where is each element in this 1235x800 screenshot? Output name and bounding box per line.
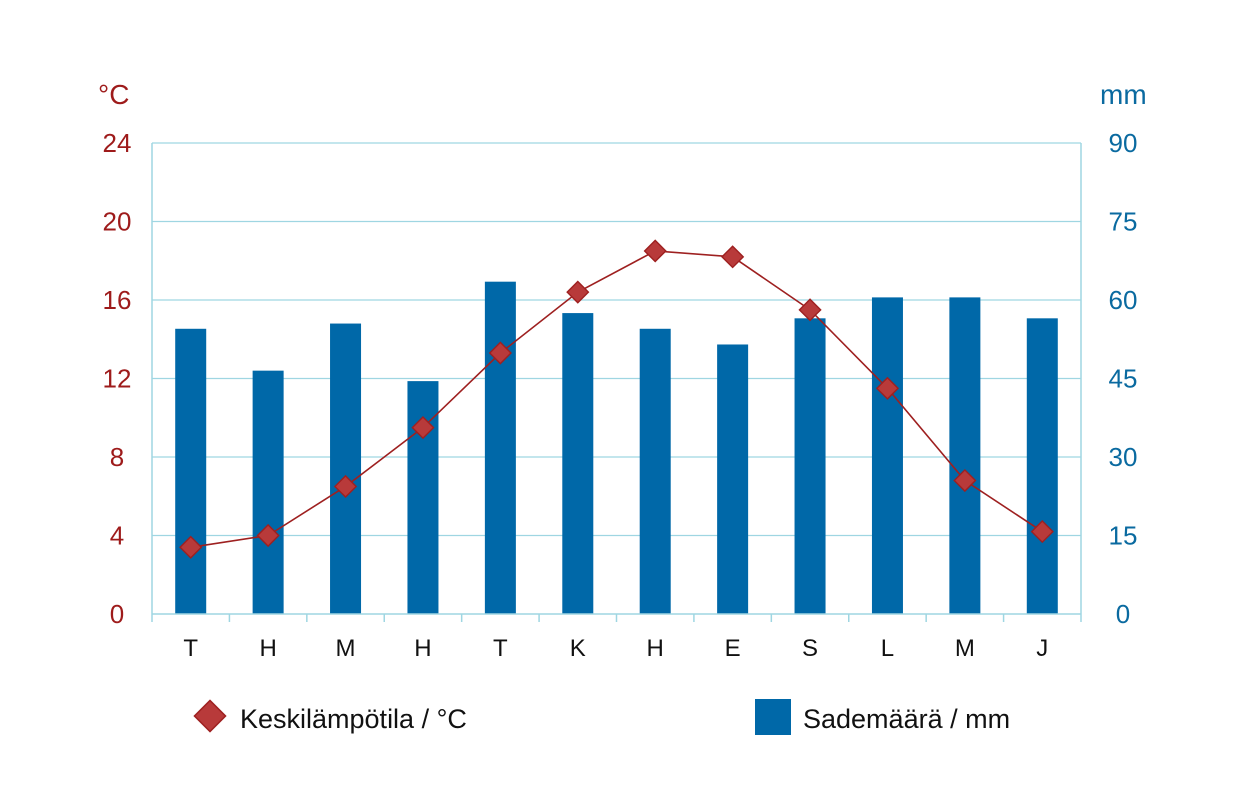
category-label: M [336,635,356,662]
category-label: M [955,635,975,662]
right-tick-label: 60 [1109,285,1138,315]
precipitation-bar [484,281,516,614]
legend-temperature-label: Keskilämpötila / °C [240,704,467,734]
precipitation-bar [562,313,594,614]
temperature-point [1030,519,1054,544]
left-tick-label: 12 [103,364,132,394]
category-label: T [493,635,508,662]
precipitation-bar [794,318,826,614]
right-axis-unit: mm [1100,79,1147,110]
category-label: E [725,635,741,662]
right-tick-label: 90 [1109,128,1138,158]
left-tick-label: 24 [103,128,132,158]
temperature-point [953,468,977,493]
temperature-point [798,298,822,322]
precipitation-bar [330,323,362,614]
precipitation-bar [252,370,284,614]
category-label: H [259,635,276,662]
legend-precipitation-label: Sademäärä / mm [803,704,1010,734]
left-tick-label: 4 [110,521,124,551]
right-tick-label: 75 [1109,207,1138,237]
category-label: K [570,635,586,662]
precipitation-bar [175,328,207,614]
axes [151,143,1082,622]
precipitation-bar [717,344,749,614]
temperature-point [256,523,280,548]
precipitation-bar [871,297,903,614]
category-label: J [1036,635,1048,662]
temperature-line-series [179,239,1054,559]
legend-precipitation-marker [755,699,791,735]
precipitation-bar [1026,318,1058,614]
temperature-point [488,341,512,365]
legend: Keskilämpötila / °C Sademäärä / mm [193,699,1010,735]
temperature-point [875,376,900,400]
right-tick-label: 30 [1109,442,1138,472]
category-label: H [647,635,664,662]
left-tick-label: 16 [103,285,132,315]
temperature-point [411,415,435,440]
left-tick-label: 20 [103,207,132,237]
right-tick-label: 15 [1109,521,1138,551]
category-label: H [414,635,431,662]
precipitation-bar [639,328,671,614]
left-tick-label: 8 [110,442,124,472]
precipitation-bars [175,281,1058,614]
left-tick-label: 0 [110,599,124,629]
temperature-point [179,535,203,559]
temperature-point [333,474,358,499]
left-axis-unit: °C [98,79,129,110]
temperature-point [643,239,667,263]
temperature-point [566,280,590,304]
axis-labels: 0 4 8 12 16 20 24 0 15 30 45 60 75 90 T H M H T K H E S L M J [103,128,1138,662]
temperature-line [190,250,1043,549]
category-label: T [183,635,198,662]
category-label: S [802,635,818,662]
right-tick-label: 0 [1116,599,1130,629]
grid-lines [152,142,1081,537]
right-tick-label: 45 [1109,364,1138,394]
precipitation-bar [949,297,981,614]
legend-temperature-marker [193,699,227,733]
temperature-point [721,245,745,269]
category-label: L [881,635,894,662]
